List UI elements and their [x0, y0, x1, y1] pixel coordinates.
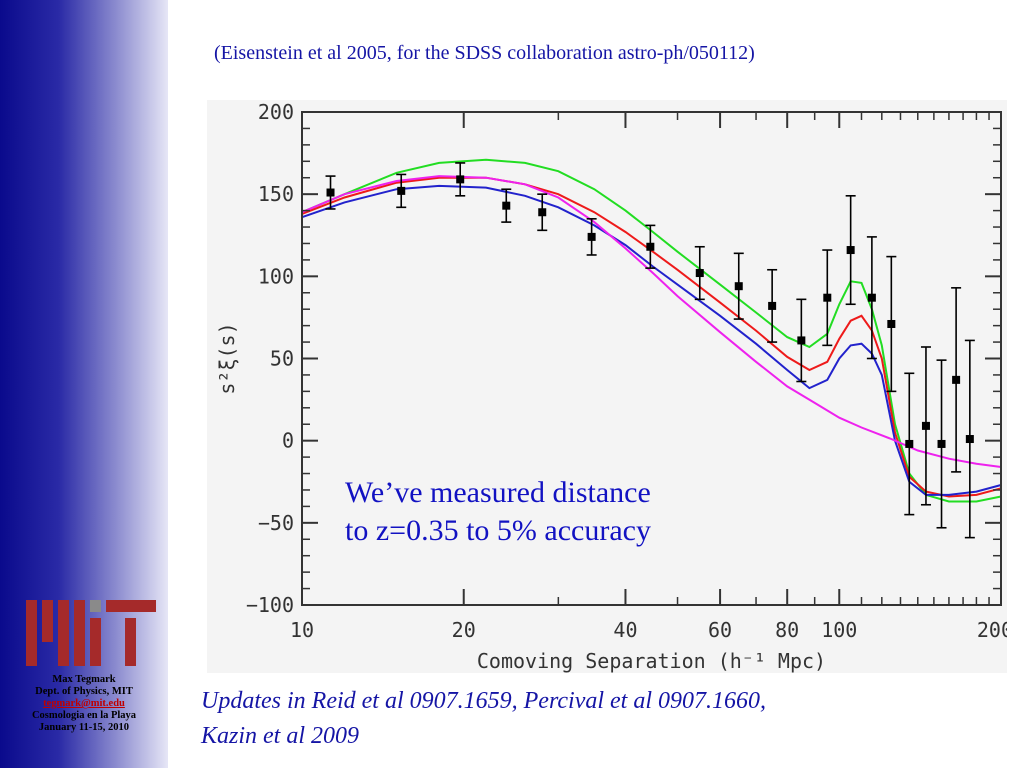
- logo-bar: [74, 600, 85, 666]
- updates-line-2: Kazin et al 2009: [201, 723, 360, 749]
- author-email-link[interactable]: tegmark@mit.edu: [43, 698, 125, 709]
- chart-points-layer: [325, 162, 975, 539]
- event-name: Cosmologia en la Playa: [31, 710, 137, 721]
- y-tick-label: 0: [282, 429, 294, 453]
- measurement-note: We’ve measured distance to z=0.35 to 5% …: [345, 474, 651, 550]
- data-point: [538, 208, 547, 217]
- data-point: [734, 282, 743, 291]
- data-point: [587, 232, 596, 241]
- data-point: [797, 336, 806, 345]
- correlation-function-chart: −100 −50 0 50 100 150 200 10 20 40 60 80 100 200 Como…: [215, 100, 1007, 673]
- chart-series-layer: [301, 158, 1002, 503]
- x-tick-label: 60: [708, 618, 732, 642]
- data-point: [456, 175, 465, 184]
- logo-bar: [90, 600, 101, 612]
- data-point: [768, 301, 777, 310]
- note-line-2: to z=0.35 to 5% accuracy: [345, 514, 651, 547]
- x-tick-label: 200: [977, 618, 1007, 642]
- data-point: [867, 293, 876, 302]
- data-point: [502, 201, 511, 210]
- logo-bar: [106, 600, 156, 612]
- mit-logo: [26, 600, 156, 666]
- x-tick-label: 20: [452, 618, 476, 642]
- data-point: [326, 188, 335, 197]
- y-tick-label: 50: [270, 347, 294, 371]
- data-point: [965, 435, 974, 444]
- data-point: [952, 375, 961, 384]
- event-dates: January 11-15, 2010: [38, 722, 130, 733]
- y-axis-label: s²ξ(s): [215, 322, 239, 394]
- y-tick-label: 100: [258, 264, 294, 288]
- x-tick-label: 80: [775, 618, 799, 642]
- logo-bar: [26, 600, 37, 666]
- data-point: [887, 319, 896, 328]
- x-tick-label: 100: [821, 618, 857, 642]
- chart-ticks-layer: −100 −50 0 50 100 150 200 10 20 40 60 80 100 200: [246, 100, 1007, 642]
- updates-line-1: Updates in Reid et al 0907.1659, Perciva…: [201, 688, 767, 714]
- y-tick-label: 150: [258, 182, 294, 206]
- data-point: [695, 269, 704, 278]
- updates-reference: Updates in Reid et al 0907.1659, Perciva…: [201, 684, 766, 754]
- logo-bar: [90, 618, 101, 666]
- y-tick-label: −100: [246, 593, 294, 617]
- model-curve-3: [301, 184, 1002, 496]
- data-point: [823, 293, 832, 302]
- x-tick-label: 40: [613, 618, 637, 642]
- data-point: [397, 186, 406, 195]
- author-credits: Max Tegmark Dept. of Physics, MIT tegmar…: [0, 674, 168, 734]
- citation-heading: (Eisenstein et al 2005, for the SDSS col…: [214, 42, 755, 64]
- logo-bar: [125, 618, 136, 666]
- logo-bar: [58, 600, 69, 666]
- model-curve-1: [301, 158, 1002, 503]
- data-point: [921, 421, 930, 430]
- data-point: [846, 246, 855, 255]
- data-point: [905, 439, 914, 448]
- y-tick-label: −50: [258, 511, 294, 535]
- data-point: [937, 439, 946, 448]
- note-line-1: We’ve measured distance: [345, 476, 651, 509]
- x-tick-label: 10: [290, 618, 314, 642]
- logo-bar: [42, 600, 53, 642]
- author-name: Max Tegmark: [52, 674, 116, 685]
- model-curve-4: [301, 175, 1002, 468]
- sidebar: Max Tegmark Dept. of Physics, MIT tegmar…: [0, 0, 168, 768]
- x-axis-label: Comoving Separation (h⁻¹ Mpc): [477, 649, 826, 673]
- data-point: [646, 242, 655, 251]
- author-dept: Dept. of Physics, MIT: [35, 686, 133, 697]
- y-tick-label: 200: [258, 100, 294, 124]
